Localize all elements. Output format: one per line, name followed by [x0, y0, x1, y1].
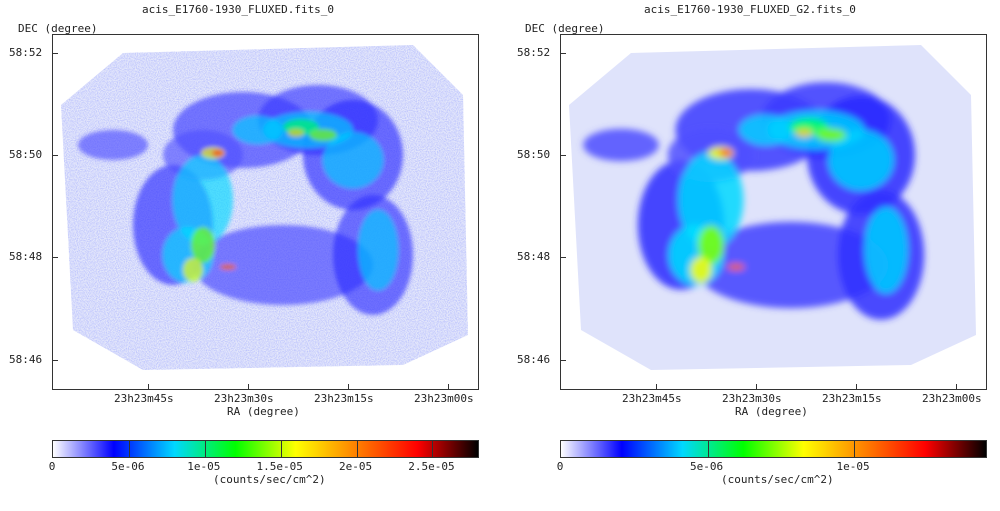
- x-tick-label: 23h23m45s: [114, 392, 174, 405]
- colorbar-tick-label: 1e-05: [836, 460, 870, 473]
- colorbar-tick-mark: [280, 441, 282, 457]
- colorbar-tick-label: 2.5e-05: [408, 460, 455, 473]
- y-tick-label: 58:52: [517, 46, 551, 59]
- y-tick-label: 58:52: [9, 46, 43, 59]
- colorbar-tick-label: 0: [556, 460, 564, 473]
- emission-region: [288, 129, 304, 137]
- colorbar: [52, 440, 479, 458]
- emission-region: [309, 129, 337, 141]
- y-tick-label: 58:48: [9, 250, 43, 263]
- x-tick-label: 23h23m00s: [922, 392, 982, 405]
- colorbar-tick-mark: [356, 441, 358, 457]
- emission-region: [698, 225, 724, 265]
- emission-region: [815, 128, 847, 142]
- emission-region: [191, 227, 215, 263]
- colorbar-tick-mark: [854, 441, 856, 457]
- x-tick-label: 23h23m15s: [822, 392, 882, 405]
- colorbar-tick-label: 5e-06: [689, 460, 724, 473]
- emission-region: [212, 150, 224, 156]
- fluxed-g2-panel: acis_E1760-1930_FLUXED_G2.fits_0 DEC (de…: [508, 0, 1000, 511]
- emission-region: [220, 264, 236, 270]
- x-tick-label: 23h23m00s: [414, 392, 474, 405]
- y-tick-mark: [52, 53, 58, 54]
- x-tick-mark: [448, 384, 449, 390]
- emission-region: [358, 210, 398, 290]
- x-tick-mark: [856, 384, 857, 390]
- x-tick-mark: [348, 384, 349, 390]
- y-axis-label: DEC (degree): [525, 22, 605, 35]
- x-tick-mark: [248, 384, 249, 390]
- emission-region: [183, 258, 203, 282]
- x-tick-mark: [656, 384, 657, 390]
- y-tick-mark: [560, 257, 566, 258]
- sky-image[interactable]: [560, 34, 987, 390]
- emission-region: [719, 149, 733, 157]
- x-tick-label: 23h23m15s: [314, 392, 374, 405]
- x-axis-label: RA (degree): [735, 405, 808, 418]
- colorbar-tick-mark: [128, 441, 130, 457]
- emission-region: [193, 225, 373, 305]
- colorbar: [560, 440, 987, 458]
- colorbar-tick-mark: [707, 441, 709, 457]
- x-tick-label: 23h23m30s: [722, 392, 782, 405]
- emission-region: [78, 130, 148, 160]
- x-tick-mark: [148, 384, 149, 390]
- y-tick-mark: [52, 257, 58, 258]
- colorbar-unit: (counts/sec/cm^2): [213, 473, 326, 486]
- x-axis-label: RA (degree): [227, 405, 300, 418]
- y-tick-label: 58:46: [9, 353, 43, 366]
- y-tick-label: 58:50: [517, 148, 551, 161]
- y-tick-mark: [560, 360, 566, 361]
- emission-region: [323, 132, 383, 188]
- y-tick-label: 58:50: [9, 148, 43, 161]
- colorbar-tick-label: 0: [48, 460, 56, 473]
- emission-region: [727, 263, 745, 271]
- colorbar-tick-label: 1e-05: [187, 460, 221, 473]
- emission-region: [828, 129, 894, 191]
- emission-region: [795, 128, 813, 138]
- y-tick-mark: [560, 53, 566, 54]
- emission-region: [739, 114, 793, 146]
- colorbar-tick-mark: [432, 441, 434, 457]
- y-tick-label: 58:46: [517, 353, 551, 366]
- y-tick-label: 58:48: [517, 250, 551, 263]
- emission-region: [583, 128, 659, 162]
- plot-title: acis_E1760-1930_FLUXED_G2.fits_0: [644, 3, 856, 16]
- colorbar-tick-label: 5e-06: [111, 460, 145, 473]
- x-tick-mark: [956, 384, 957, 390]
- x-tick-label: 23h23m45s: [622, 392, 682, 405]
- emission-region: [864, 206, 908, 294]
- y-tick-mark: [52, 360, 58, 361]
- colorbar-tick-label: 2e-05: [339, 460, 373, 473]
- plot-title: acis_E1760-1930_FLUXED.fits_0: [142, 3, 335, 16]
- emission-region: [173, 155, 233, 245]
- y-axis-label: DEC (degree): [18, 22, 98, 35]
- emission-region: [678, 151, 744, 249]
- y-tick-mark: [52, 155, 58, 156]
- colorbar-tick-mark: [204, 441, 206, 457]
- fluxed-panel: acis_E1760-1930_FLUXED.fits_0 DEC (degre…: [9, 3, 479, 486]
- colorbar-tick-label: 1.5e-05: [256, 460, 303, 473]
- colorbar-unit: (counts/sec/cm^2): [721, 473, 834, 486]
- x-tick-mark: [756, 384, 757, 390]
- emission-region: [233, 116, 283, 144]
- sky-image[interactable]: [52, 34, 479, 390]
- emission-region: [690, 257, 712, 283]
- y-tick-mark: [560, 155, 566, 156]
- x-tick-label: 23h23m30s: [214, 392, 274, 405]
